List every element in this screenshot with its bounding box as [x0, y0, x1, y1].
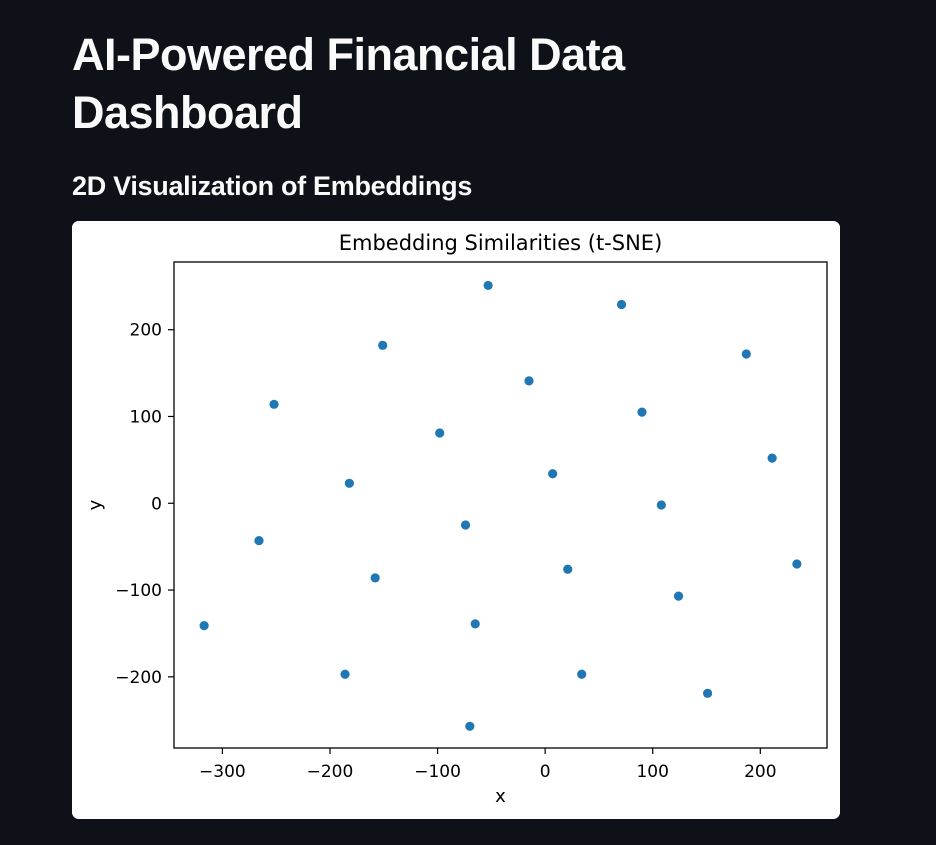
scatter-point [702, 688, 713, 698]
x-tick-label: 0 [540, 762, 551, 782]
scatter-point [563, 564, 573, 574]
scatter-point [656, 500, 666, 510]
scatter-point [370, 573, 380, 583]
scatter-point [767, 453, 777, 463]
x-tick-label: 200 [744, 762, 776, 782]
axis-ticks: −300 −200 −100 0 100 200 −200 −100 0 100 200 [115, 321, 776, 782]
scatter-point [199, 621, 209, 631]
scatter-point [435, 428, 445, 438]
chart-title: Embedding Similarities (t-SNE) [339, 231, 663, 255]
x-tick-label: −200 [307, 762, 354, 782]
page-title: AI-Powered Financial Data Dashboard [72, 29, 625, 138]
data-points [199, 280, 802, 731]
scatter-point [637, 407, 647, 417]
x-tick-label: 100 [636, 762, 668, 782]
scatter-point [470, 619, 480, 629]
scatter-point [465, 721, 475, 731]
y-tick-label: 0 [151, 494, 162, 514]
scatter-point [269, 399, 279, 409]
y-tick-label: 200 [130, 321, 162, 341]
chart-background [72, 221, 840, 819]
x-axis-label: x [495, 786, 506, 807]
x-tick-label: −100 [414, 762, 461, 782]
chart-card: Embedding Similarities (t-SNE) −300 −200−… [72, 221, 840, 819]
scatter-point [792, 559, 802, 569]
scatter-point [741, 349, 751, 359]
y-tick-label: 100 [130, 407, 162, 427]
scatter-point [340, 669, 350, 679]
x-tick-label: −300 [199, 762, 246, 782]
y-tick-label: −100 [115, 581, 162, 601]
scatter-point [673, 591, 684, 601]
scatter-point [577, 669, 587, 679]
scatter-point [344, 478, 354, 488]
scatter-point [460, 520, 471, 530]
plot-area-frame [173, 261, 828, 749]
y-tick-label: −200 [115, 668, 162, 688]
scatter-point [616, 299, 627, 310]
scatter-point [378, 340, 388, 350]
scatter-point [254, 535, 264, 546]
y-axis-label: y [85, 499, 106, 510]
scatter-chart: Embedding Similarities (t-SNE) −300 −200−… [72, 221, 840, 819]
scatter-point [524, 376, 534, 386]
section-heading: 2D Visualization of Embeddings [72, 171, 473, 201]
scatter-point [548, 469, 558, 479]
scatter-point [483, 280, 493, 291]
